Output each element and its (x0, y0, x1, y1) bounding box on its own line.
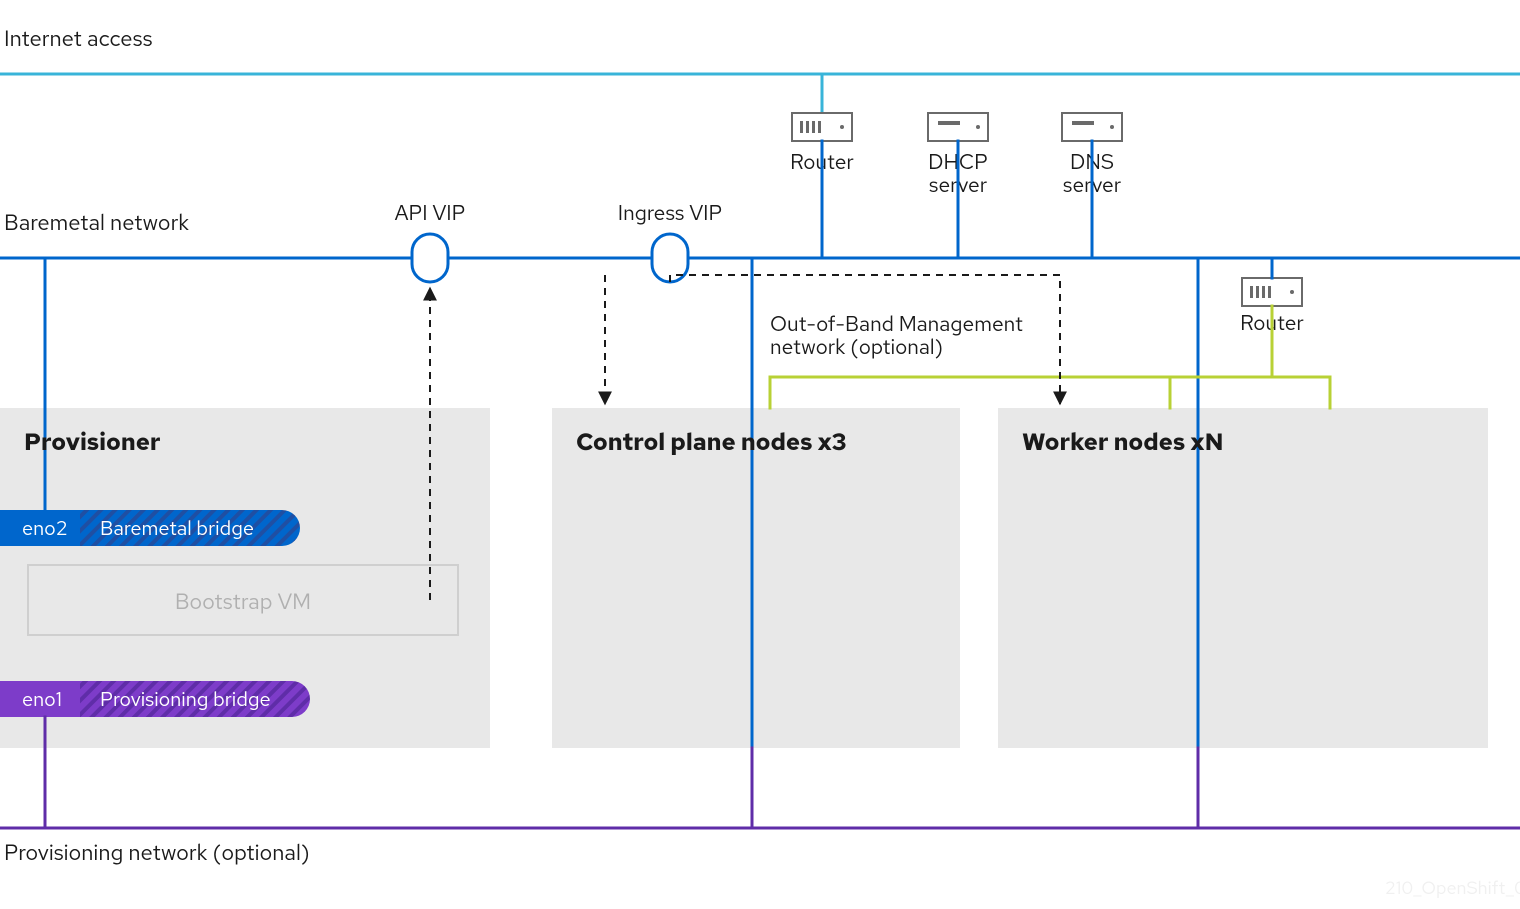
label-provisioning-bridge: Provisioning bridge (100, 687, 271, 713)
label-eno2: eno2 (22, 516, 68, 542)
svg-text:API VIP: API VIP (395, 200, 466, 227)
label-provisioning: Provisioning network (optional) (4, 838, 310, 867)
label-bootstrap: Bootstrap VM (175, 587, 311, 616)
icon-router-oob (1242, 278, 1302, 306)
label-internet: Internet access (4, 24, 153, 53)
panel-worker (998, 408, 1488, 748)
vip-pill (412, 234, 448, 282)
label-eno1: eno1 (22, 687, 62, 713)
icon-router-top (792, 113, 852, 141)
icon-dhcp (928, 113, 988, 141)
icon-dns (1062, 113, 1122, 141)
svg-text:Ingress VIP: Ingress VIP (618, 200, 722, 227)
title-provisioner: Provisioner (24, 427, 161, 458)
label-baremetal: Baremetal network (4, 208, 189, 237)
title-worker: Worker nodes xN (1022, 427, 1224, 458)
label-oob: Out-of-Band Managementnetwork (optional) (770, 311, 1023, 361)
title-cp: Control plane nodes x3 (576, 427, 846, 458)
label-baremetal-bridge: Baremetal bridge (100, 516, 254, 542)
panel-control-plane (552, 408, 960, 748)
watermark: 210_OpenShift_0822 (1385, 877, 1520, 900)
